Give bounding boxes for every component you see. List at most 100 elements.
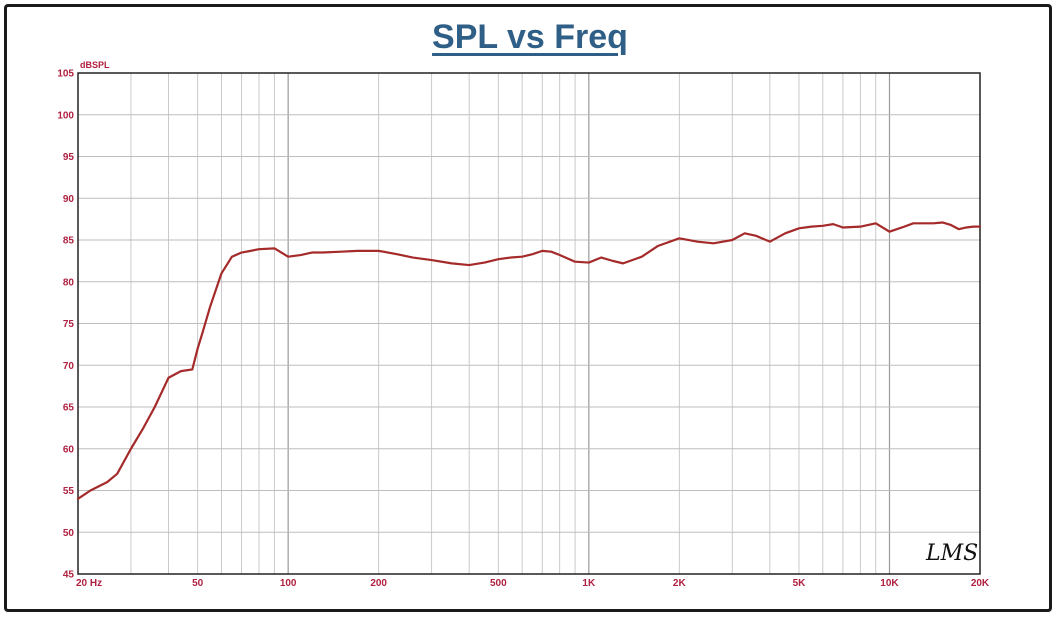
data-point — [191, 368, 193, 370]
y-tick-label: 100 — [57, 110, 74, 121]
x-axis-tick-labels: 20 Hz 50 100 200 500 1K 2K 5K 10K 20K — [76, 578, 990, 589]
data-point — [231, 256, 233, 258]
data-point — [273, 247, 275, 249]
data-point — [241, 252, 243, 254]
y-axis-tick-labels: 45 50 55 60 65 70 75 80 85 90 95 100 105 — [57, 69, 74, 581]
y-tick-label: 75 — [63, 319, 75, 330]
data-point — [412, 257, 414, 259]
y-tick-label: 45 — [63, 570, 75, 581]
data-point — [588, 262, 590, 264]
data-point — [875, 222, 877, 224]
data-point — [431, 259, 433, 261]
data-point — [842, 226, 844, 228]
x-tick-label: 10K — [880, 578, 899, 589]
data-point — [822, 225, 824, 227]
series-line-spl — [76, 221, 982, 500]
data-point — [378, 250, 380, 252]
data-point — [559, 254, 561, 256]
data-point — [89, 490, 91, 492]
y-axis-label: dBSPL — [80, 60, 110, 70]
y-tick-label: 55 — [63, 486, 75, 497]
data-point — [622, 262, 624, 264]
data-point — [484, 262, 486, 264]
x-tick-label: 500 — [490, 578, 507, 589]
data-point — [287, 256, 289, 258]
data-point — [340, 251, 342, 253]
data-point — [678, 237, 680, 239]
data-point — [550, 251, 552, 253]
data-point — [600, 257, 602, 259]
data-point — [912, 222, 914, 224]
x-tick-label: 20K — [971, 578, 990, 589]
data-point — [901, 226, 903, 228]
data-point — [220, 272, 222, 274]
data-point — [396, 253, 398, 255]
data-point — [641, 256, 643, 258]
data-point — [731, 239, 733, 241]
watermark-logo: LMS — [925, 541, 978, 566]
data-point — [77, 498, 79, 500]
data-point — [250, 250, 252, 252]
data-point — [965, 226, 967, 228]
x-tick-label: 1K — [582, 578, 596, 589]
y-tick-label: 60 — [63, 444, 75, 455]
data-point — [657, 245, 659, 247]
x-tick-label: 2K — [673, 578, 687, 589]
data-point — [744, 232, 746, 234]
data-point — [950, 224, 952, 226]
y-tick-label: 90 — [63, 194, 75, 205]
data-point — [784, 232, 786, 234]
chart-title: SPL vs Freq — [432, 18, 628, 56]
data-point — [451, 262, 453, 264]
data-point — [168, 377, 170, 379]
data-point — [311, 252, 313, 254]
data-point — [142, 427, 144, 429]
data-point — [979, 226, 981, 228]
data-point — [541, 250, 543, 252]
data-point — [769, 241, 771, 243]
y-tick-label: 105 — [57, 69, 74, 80]
data-point — [321, 252, 323, 254]
data-point — [106, 481, 108, 483]
y-tick-label: 50 — [63, 528, 75, 539]
data-point — [755, 235, 757, 237]
y-tick-label: 70 — [63, 361, 75, 372]
data-point — [958, 228, 960, 230]
data-point — [197, 348, 199, 350]
data-point — [154, 406, 156, 408]
data-point — [832, 223, 834, 225]
y-tick-label: 65 — [63, 403, 75, 414]
data-point — [810, 226, 812, 228]
data-point — [859, 226, 861, 228]
data-point — [932, 222, 934, 224]
y-tick-label: 80 — [63, 277, 75, 288]
data-point — [510, 257, 512, 259]
data-point — [209, 306, 211, 308]
data-point — [300, 254, 302, 256]
x-tick-label: 5K — [793, 578, 807, 589]
data-point — [972, 226, 974, 228]
data-point — [356, 250, 358, 252]
data-point — [941, 221, 943, 223]
y-tick-label: 85 — [63, 236, 75, 247]
data-point — [468, 264, 470, 266]
data-point — [713, 242, 715, 244]
x-tick-label: 200 — [370, 578, 387, 589]
data-point — [116, 473, 118, 475]
data-point — [497, 258, 499, 260]
data-point — [574, 261, 576, 263]
data-point — [612, 260, 614, 262]
data-point — [180, 370, 182, 372]
data-point — [532, 253, 534, 255]
data-point — [888, 231, 890, 233]
x-tick-label: 20 Hz — [76, 578, 102, 589]
data-point — [697, 241, 699, 243]
y-tick-label: 95 — [63, 152, 75, 163]
x-tick-label: 50 — [192, 578, 204, 589]
horizontal-grid — [78, 114, 980, 533]
data-point — [521, 256, 523, 258]
x-tick-label: 100 — [280, 578, 297, 589]
data-point — [258, 248, 260, 250]
data-point — [798, 227, 800, 229]
